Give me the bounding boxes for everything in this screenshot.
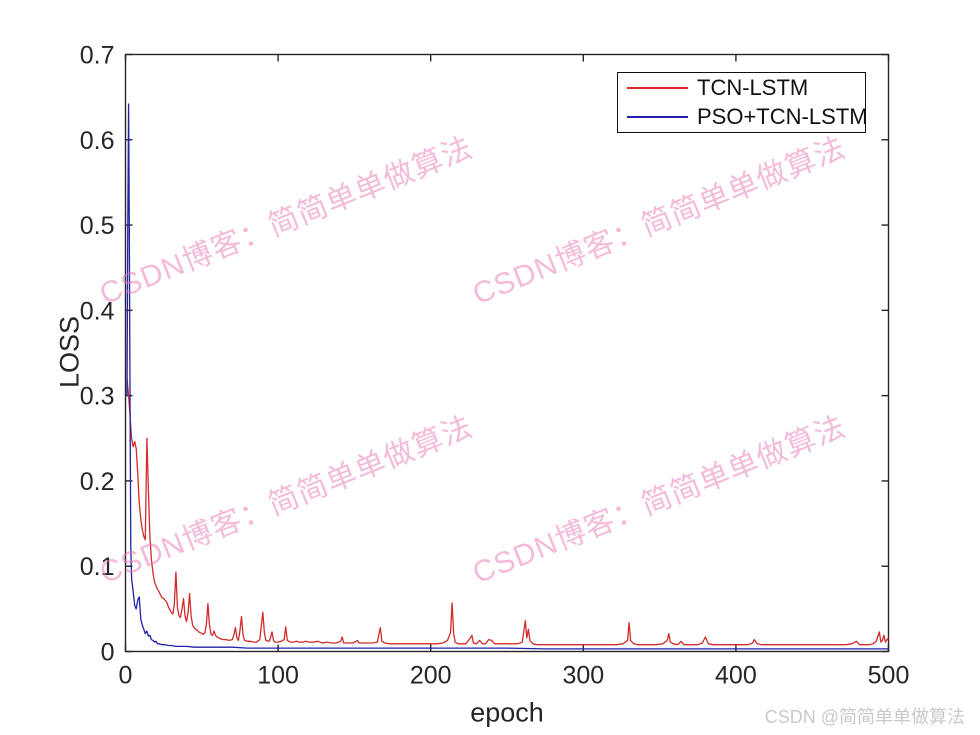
x-tick-label: 100 — [257, 662, 299, 690]
x-tick-label: 200 — [410, 662, 452, 690]
x-axis-label: epoch — [470, 697, 544, 728]
red-line-swatch — [627, 87, 688, 90]
x-tick-label: 300 — [562, 662, 604, 690]
y-tick-label: 0.3 — [80, 383, 115, 411]
legend-entry-pso-tcn-lstm: PSO+TCN-LSTM — [618, 103, 868, 130]
y-tick-label: 0.4 — [80, 297, 115, 325]
plot-border — [124, 53, 890, 653]
y-tick-label: 0.6 — [80, 127, 115, 155]
watermark-corner: CSDN @简简单单做算法 — [764, 707, 965, 727]
x-tick-label: 400 — [715, 662, 757, 690]
legend-label: PSO+TCN-LSTM — [697, 103, 868, 129]
y-tick-label: 0 — [101, 639, 115, 667]
blue-line-swatch — [627, 115, 688, 118]
series-line-pso+tcn-lstm — [126, 103, 889, 650]
y-tick-label: 0.1 — [80, 553, 115, 581]
x-tick-label: 500 — [868, 662, 910, 690]
legend: TCN-LSTM PSO+TCN-LSTM — [617, 72, 868, 133]
y-tick-label: 0.5 — [80, 212, 115, 240]
series-line-tcn-lstm — [126, 378, 889, 646]
legend-label: TCN-LSTM — [697, 75, 809, 101]
y-axis-label: LOSS — [54, 315, 85, 389]
x-tick-label: 0 — [119, 662, 133, 690]
y-tick-label: 0.7 — [80, 42, 115, 70]
y-tick-label: 0.2 — [80, 468, 115, 496]
legend-entry-tcn-lstm: TCN-LSTM — [618, 75, 865, 102]
